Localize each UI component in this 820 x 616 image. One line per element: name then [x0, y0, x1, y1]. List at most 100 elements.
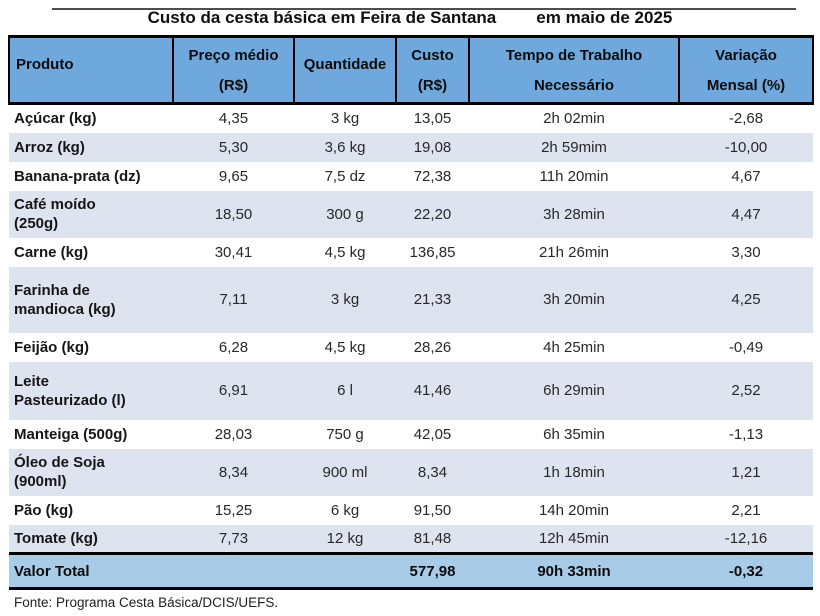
total-custo: 577,98	[396, 552, 469, 590]
column-header-preco-medio: Preço médio (R$)	[172, 35, 294, 105]
header-line: Necessário	[533, 76, 615, 94]
cell-produto: Carne (kg)	[14, 243, 89, 261]
cell-variacao: 4,67	[731, 167, 761, 185]
cell-produto: Açúcar (kg)	[14, 110, 97, 128]
cell-custo: 72,38	[413, 167, 452, 185]
column-header-custo: Custo (R$)	[395, 35, 469, 105]
cell-quantidade: 750 g	[326, 425, 364, 443]
cell-tempo-trabalho: 4h 25min	[543, 338, 605, 356]
cell-custo: 42,05	[413, 425, 452, 443]
header-line: Produto	[16, 56, 74, 73]
title-text-right: em maio de 2025	[536, 8, 673, 27]
cell-preco-medio: 7,73	[218, 529, 249, 547]
cell-tempo-trabalho: 11h 20min	[539, 167, 609, 185]
cell-produto: Óleo de Soja (900ml)	[14, 454, 105, 490]
cell-quantidade: 3,6 kg	[324, 138, 366, 156]
cell-variacao: 4,47	[731, 205, 761, 223]
cell-custo: 81,48	[413, 529, 452, 547]
cell-preco-medio: 28,03	[214, 425, 253, 443]
cell-custo: 91,50	[413, 501, 452, 519]
cell-tempo-trabalho: 6h 29min	[543, 382, 605, 399]
cell-tempo-trabalho: 6h 35min	[543, 425, 605, 443]
total-label: Valor Total	[9, 552, 173, 590]
total-quantidade	[294, 552, 396, 590]
cell-quantidade: 4,5 kg	[324, 243, 366, 261]
cell-preco-medio: 6,28	[218, 338, 249, 356]
cell-produto: Feijão (kg)	[14, 338, 90, 356]
title-text-left: Custo da cesta básica em Feira de Santan…	[147, 8, 497, 27]
cell-tempo-trabalho: 2h 59mim	[541, 138, 607, 156]
cell-preco-medio: 18,50	[214, 205, 253, 223]
cell-custo: 8,34	[417, 463, 448, 481]
table-footer: Valor Total 577,98 90h 33min -0,32	[9, 552, 813, 590]
table-row: Tomate (kg) 7,73 12 kg 81,48 12h 45min -12,16	[9, 524, 813, 554]
cell-custo: 21,33	[413, 291, 452, 308]
column-header-quantidade: Quantidade	[293, 35, 396, 105]
cell-tempo-trabalho: 14h 20min	[538, 501, 610, 519]
cell-variacao: 3,30	[731, 243, 761, 261]
cell-variacao: 1,21	[731, 463, 761, 481]
cell-produto: Manteiga (500g)	[14, 425, 128, 443]
table-row: Manteiga (500g) 28,03 750 g 42,05 6h 35min -1…	[9, 420, 813, 449]
cell-preco-medio: 6,91	[218, 382, 249, 399]
cell-tempo-trabalho: 3h 28min	[543, 205, 605, 223]
table-row: Pão (kg) 15,25 6 kg 91,50 14h 20min 2,21	[9, 496, 813, 525]
cell-tempo-trabalho: 1h 18min	[543, 463, 605, 481]
cell-custo: 22,20	[413, 205, 452, 223]
cell-quantidade: 900 ml	[322, 463, 368, 481]
source-note: Fonte: Programa Cesta Básica/DCIS/UEFS.	[14, 595, 279, 610]
table-row: Feijão (kg) 6,28 4,5 kg 28,26 4h 25min -0,49	[9, 333, 813, 362]
cell-quantidade: 12 kg	[326, 529, 364, 547]
cell-produto: Pão (kg)	[14, 501, 74, 519]
column-header-variacao-mensal: Variação Mensal (%)	[678, 35, 814, 105]
cell-custo: 136,85	[409, 243, 456, 261]
column-header-produto: Produto	[8, 35, 173, 105]
cell-quantidade: 3 kg	[330, 110, 360, 128]
table-body: Açúcar (kg) 4,35 3 kg 13,05 2h 02min -2,68 Arr…	[9, 104, 813, 554]
cell-quantidade: 300 g	[326, 205, 364, 223]
column-header-tempo-trabalho: Tempo de Trabalho Necessário	[468, 35, 679, 105]
header-line: Tempo de Trabalho	[505, 46, 643, 64]
cell-tempo-trabalho: 21h 26min	[538, 243, 610, 261]
cell-tempo-trabalho: 3h 20min	[543, 291, 605, 308]
table-row: Farinha de mandioca (kg) 7,11 3 kg 21,33 3h …	[9, 266, 813, 333]
table-row: Banana-prata (dz) 9,65 7,5 dz 72,38 11h 20mi…	[9, 162, 813, 191]
header-line: Mensal (%)	[706, 76, 786, 94]
header-row: Produto Preço médio (R$) Quantidade Cust…	[8, 35, 814, 105]
cell-variacao: -0,49	[728, 338, 764, 356]
table-row: Carne (kg) 30,41 4,5 kg 136,85 21h 26min 3,30	[9, 238, 813, 267]
cell-preco-medio: 7,11	[219, 291, 248, 308]
cell-custo: 28,26	[413, 338, 452, 356]
cell-produto: Banana-prata (dz)	[14, 167, 141, 185]
cesta-basica-table: Produto Preço médio (R$) Quantidade Cust…	[8, 35, 814, 590]
cell-quantidade: 6 kg	[330, 501, 360, 519]
cell-custo: 19,08	[413, 138, 452, 156]
total-variacao: -0,32	[679, 552, 813, 590]
cell-quantidade: 3 kg	[330, 291, 360, 308]
header-line: (R$)	[417, 76, 448, 94]
cell-variacao: 2,21	[731, 501, 761, 519]
cell-produto: Farinha de mandioca (kg)	[14, 281, 116, 318]
cell-produto: Tomate (kg)	[14, 529, 98, 547]
table-row: Arroz (kg) 5,30 3,6 kg 19,08 2h 59mim -10,00	[9, 132, 813, 162]
table-row: Óleo de Soja (900ml) 8,34 900 ml 8,34 1h 18m…	[9, 448, 813, 496]
table-header: Produto Preço médio (R$) Quantidade Cust…	[8, 35, 814, 105]
page-title: Custo da cesta básica em Feira de Santan…	[6, 8, 814, 28]
top-rule	[52, 8, 796, 10]
cell-preco-medio: 15,25	[214, 501, 253, 519]
table-row: Açúcar (kg) 4,35 3 kg 13,05 2h 02min -2,68	[9, 104, 813, 133]
cell-variacao: -10,00	[724, 138, 768, 156]
header-line: Quantidade	[303, 56, 387, 73]
cell-quantidade: 7,5 dz	[324, 167, 366, 185]
cell-produto: Arroz (kg)	[14, 138, 85, 156]
cell-produto: Café moído (250g)	[14, 196, 96, 232]
cell-custo: 13,05	[413, 110, 452, 128]
cell-preco-medio: 30,41	[214, 243, 253, 261]
total-row: Valor Total 577,98 90h 33min -0,32	[9, 552, 813, 590]
cell-preco-medio: 5,30	[218, 138, 249, 156]
table-row: Café moído (250g) 18,50 300 g 22,20 3h 28min…	[9, 190, 813, 238]
header-line: Preço médio	[188, 46, 279, 64]
header-line: Custo	[411, 46, 454, 64]
cell-quantidade: 6 l	[337, 382, 353, 399]
cell-preco-medio: 4,35	[218, 110, 249, 128]
